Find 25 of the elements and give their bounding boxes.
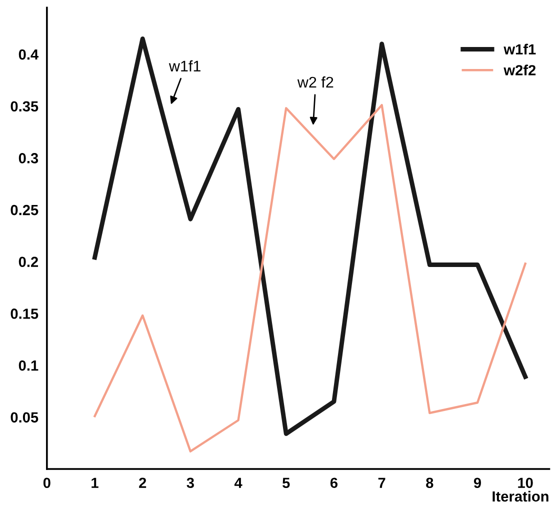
line-series [94, 104, 526, 452]
y-tick-label: 0.35 [10, 101, 38, 112]
x-tick-label: 10 [518, 478, 533, 488]
x-tick-label: 0 [43, 478, 50, 488]
y-tick-label: 0.2 [18, 256, 38, 268]
annotation: w1f1 [168, 60, 200, 72]
x-tick-label: 5 [282, 478, 290, 488]
y-tick-label: 0.15 [10, 308, 38, 319]
x-tick-label: 3 [186, 478, 194, 488]
x-tick-label: 1 [92, 478, 98, 488]
x-tick-label: 4 [234, 478, 242, 488]
x-tick-label: 8 [426, 478, 434, 488]
x-tick-label: 2 [139, 478, 146, 488]
y-tick-label: 0.05 [10, 412, 38, 423]
y-tick-label: 0.3 [18, 153, 38, 164]
x-tick-label: 6 [330, 478, 338, 488]
legend-label: w1f1 [504, 44, 536, 54]
legend-label: w2f2 [504, 64, 536, 76]
x-tick-label: 7 [378, 478, 386, 488]
y-tick-label: 0.25 [10, 204, 38, 216]
y-tick-label: 0.4 [18, 49, 39, 60]
x-tick-label: 9 [474, 478, 481, 488]
y-tick-label: 0.1 [18, 360, 38, 371]
annotation: w2 f2 [297, 76, 334, 88]
x-axis-title: Iteration [492, 490, 548, 502]
